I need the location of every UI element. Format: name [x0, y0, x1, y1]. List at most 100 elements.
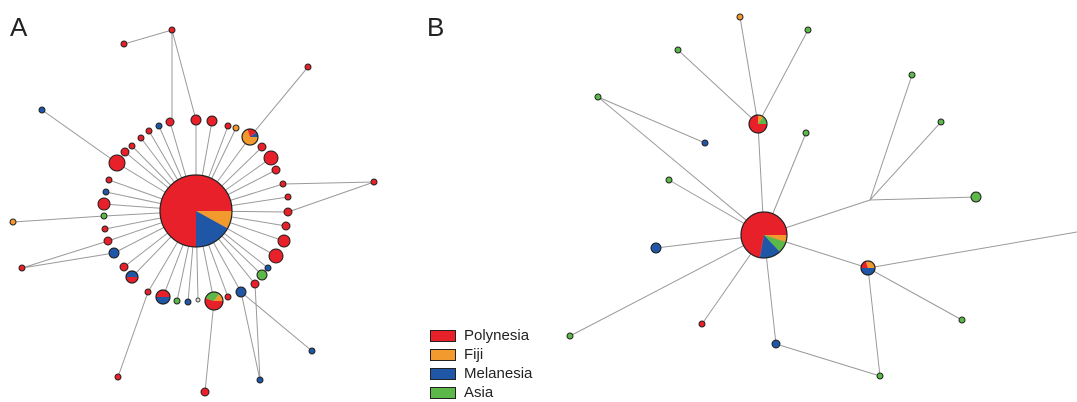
haplotype-node — [698, 320, 706, 328]
haplotype-node — [102, 188, 110, 196]
haplotype-node — [876, 372, 884, 380]
legend-swatch-melanesia — [430, 367, 456, 380]
pie-slice — [861, 268, 875, 275]
haplotype-node — [736, 13, 744, 21]
pie-slice — [861, 261, 868, 268]
haplotype-node — [804, 26, 812, 34]
haplotype-node — [701, 139, 709, 147]
haplotype-node — [256, 269, 268, 281]
haplotype-node — [100, 212, 108, 220]
pie-outline — [125, 270, 139, 284]
network-edge — [867, 267, 963, 321]
haplotype-node — [268, 248, 284, 264]
legend-item-polynesia: Polynesia — [430, 326, 532, 345]
network-edge — [869, 121, 942, 201]
legend-item-melanesia: Melanesia — [430, 364, 532, 383]
haplotype-node — [206, 115, 218, 127]
pie-slice — [764, 235, 787, 243]
haplotype-node — [277, 234, 291, 248]
network-edge — [569, 234, 765, 337]
haplotype-node — [232, 124, 240, 132]
haplotype-node — [958, 316, 966, 324]
haplotype-node — [594, 93, 602, 101]
haplotype-node — [970, 191, 982, 203]
haplotype-node — [674, 46, 682, 54]
haplotype-node — [128, 142, 136, 150]
network-edge — [21, 252, 115, 269]
network-edge — [869, 196, 977, 201]
pie-slice — [160, 175, 232, 247]
legend-item-fiji: Fiji — [430, 345, 532, 364]
haplotype-node — [263, 150, 279, 166]
haplotype-node — [114, 373, 122, 381]
legend-label-asia: Asia — [464, 384, 494, 401]
network-edge — [282, 181, 375, 185]
legend-label-fiji: Fiji — [464, 346, 484, 363]
haplotype-node — [103, 236, 113, 246]
haplotype-pie-node — [740, 211, 788, 259]
panel-label-a: A — [10, 12, 28, 42]
haplotype-node — [168, 26, 176, 34]
pie-slice — [758, 115, 764, 124]
haplotype-node — [257, 142, 267, 152]
network-edge — [739, 16, 759, 125]
legend-label-melanesia: Melanesia — [464, 365, 533, 382]
pie-slice — [759, 235, 780, 259]
network-a — [9, 26, 378, 397]
haplotype-pie-node — [748, 114, 768, 134]
pie-slice — [247, 129, 257, 137]
network-edge — [287, 181, 375, 213]
haplotype-node — [105, 176, 113, 184]
pie-slice — [764, 235, 786, 252]
haplotype-node — [304, 63, 312, 71]
haplotype-node — [370, 178, 378, 186]
haplotype-node — [224, 293, 232, 301]
haplotype-node — [279, 180, 287, 188]
pie-outline — [241, 128, 259, 146]
network-edge — [204, 300, 215, 393]
haplotype-node — [108, 247, 120, 259]
haplotype-node — [281, 221, 291, 231]
haplotype-node — [264, 264, 272, 272]
haplotype-node — [308, 347, 316, 355]
haplotype-node — [108, 154, 126, 172]
network-edge — [117, 291, 149, 378]
haplotype-node — [173, 297, 181, 305]
network-edge — [21, 240, 109, 269]
haplotype-pie-node — [204, 291, 224, 311]
pie-slice — [126, 271, 138, 277]
haplotype-node — [284, 193, 292, 201]
pie-slice — [205, 298, 223, 310]
haplotype-node — [18, 264, 26, 272]
legend-swatch-fiji — [430, 348, 456, 361]
haplotype-node — [190, 114, 202, 126]
network-edge — [249, 66, 309, 138]
haplotype-node — [38, 106, 46, 114]
network-edge — [41, 109, 118, 164]
haplotype-node — [224, 122, 232, 130]
haplotype-node — [235, 286, 247, 298]
network-edge — [597, 96, 765, 236]
haplotype-node — [145, 127, 153, 135]
panel-label-b: B — [427, 12, 445, 42]
pie-outline — [155, 289, 171, 305]
pie-slice — [741, 212, 787, 258]
haplotype-pie-node — [125, 270, 139, 284]
haplotype-pie-node — [159, 174, 233, 248]
pie-slice — [250, 132, 258, 137]
haplotype-node — [650, 242, 662, 254]
haplotype-pie-node — [155, 289, 171, 305]
network-b — [566, 13, 1077, 380]
network-edge — [12, 215, 105, 223]
pie-outline — [748, 114, 768, 134]
haplotype-node — [119, 262, 129, 272]
network-edge — [677, 49, 759, 125]
legend-label-polynesia: Polynesia — [464, 327, 530, 344]
haplotype-node — [908, 71, 916, 79]
haplotype-node — [9, 218, 17, 226]
haplotype-node — [283, 207, 293, 217]
haplotype-node — [802, 129, 810, 137]
legend: Polynesia Fiji Melanesia Asia — [430, 326, 532, 402]
pie-slice — [865, 260, 875, 268]
